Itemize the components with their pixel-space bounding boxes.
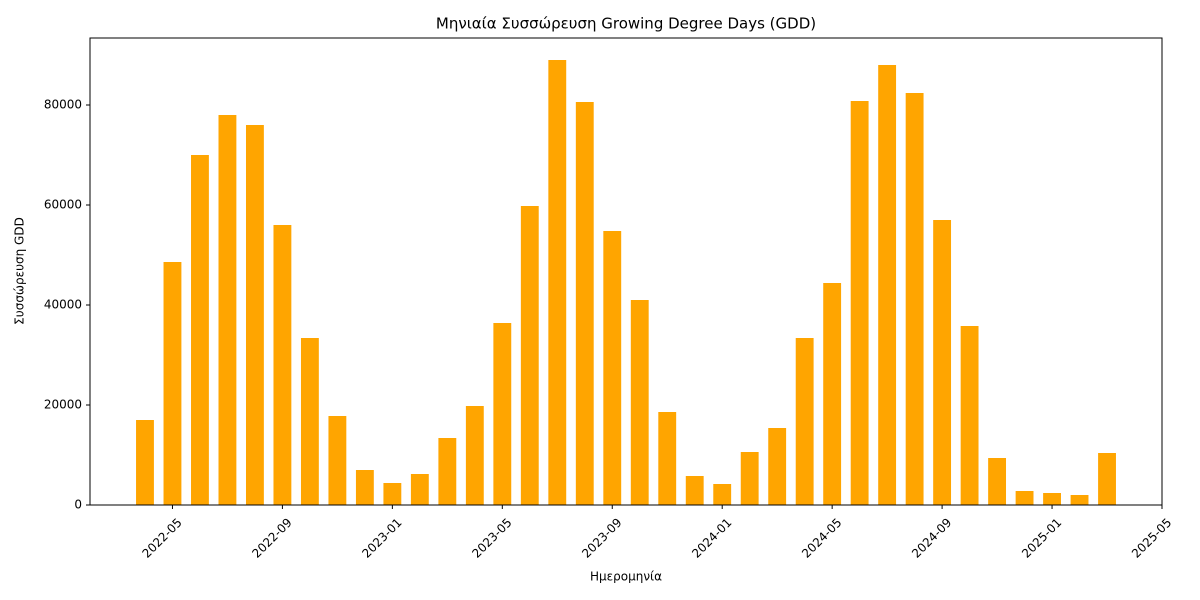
- bar: [273, 225, 292, 505]
- bar: [795, 338, 814, 505]
- plot-frame: [89, 37, 1163, 506]
- bar: [383, 483, 402, 505]
- bar: [878, 65, 897, 505]
- bar: [136, 420, 154, 505]
- bar: [410, 474, 429, 505]
- bar: [988, 458, 1007, 505]
- bar: [520, 206, 539, 505]
- bar: [191, 155, 209, 505]
- bar: [355, 470, 374, 505]
- bar: [493, 323, 512, 505]
- bar: [300, 338, 319, 505]
- bar: [740, 452, 759, 505]
- bar: [1015, 491, 1034, 505]
- bar: [933, 220, 952, 505]
- bar: [575, 102, 594, 505]
- y-axis-label: Συσσώρευση GDD: [13, 217, 27, 325]
- bar: [163, 262, 182, 505]
- bar: [685, 476, 704, 505]
- bar: [1043, 493, 1061, 505]
- y-tick-label: 0: [74, 498, 82, 512]
- bar: [713, 484, 732, 505]
- bar: [328, 416, 347, 505]
- bar: [658, 412, 677, 505]
- bar: [548, 60, 567, 505]
- bar: [438, 438, 457, 505]
- bar: [245, 125, 264, 505]
- y-tick-label: 60000: [44, 198, 82, 212]
- y-tick-label: 20000: [44, 398, 82, 412]
- chart-title: Μηνιαία Συσσώρευση Growing Degree Days (…: [436, 15, 816, 33]
- bar: [630, 300, 649, 505]
- bar: [768, 428, 787, 505]
- bar: [603, 231, 622, 505]
- bar: [1070, 495, 1089, 505]
- x-axis-label: Ημερομηνία: [590, 570, 662, 584]
- bar: [1098, 453, 1116, 505]
- bar: [465, 406, 484, 505]
- bar: [850, 101, 869, 505]
- bar: [960, 326, 979, 505]
- y-tick-label: 80000: [44, 98, 82, 112]
- bar: [218, 115, 237, 505]
- y-tick-label: 40000: [44, 298, 82, 312]
- bar: [823, 283, 842, 505]
- bar: [905, 93, 924, 505]
